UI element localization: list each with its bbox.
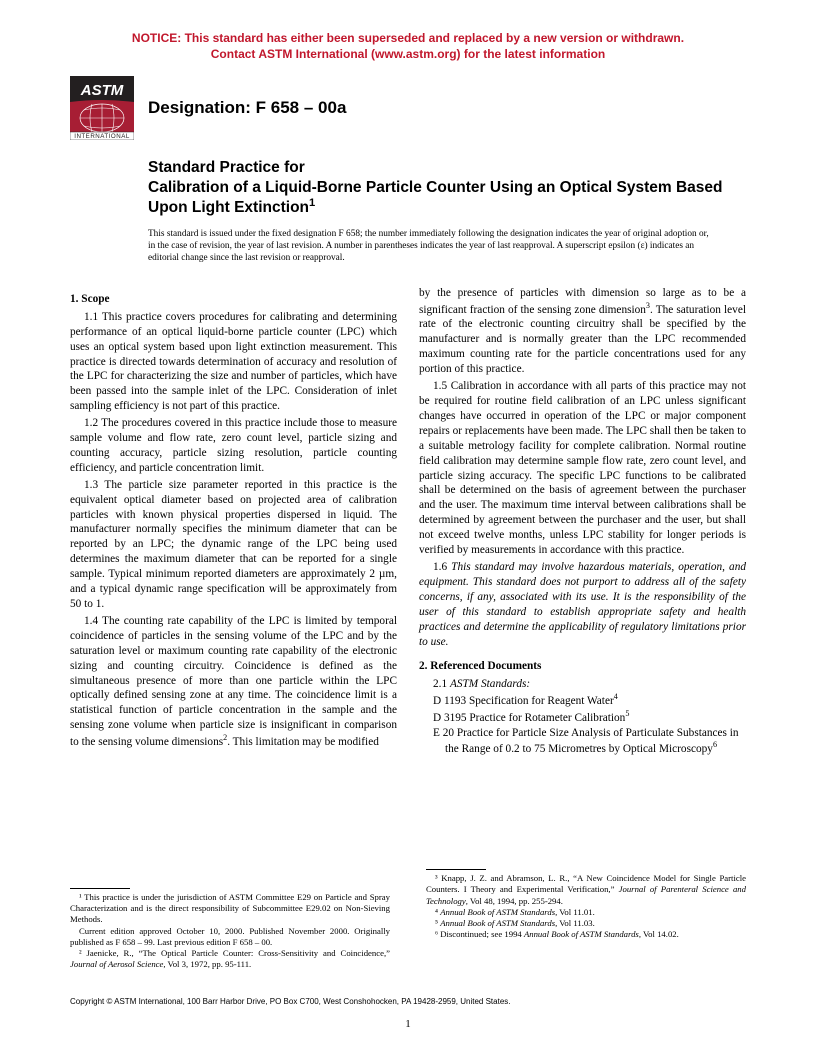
ref-d1193-text: D 1193 Specification for Reagent Water bbox=[433, 695, 614, 707]
para-1-5: 1.5 Calibration in accordance with all p… bbox=[419, 379, 746, 558]
title-block: Standard Practice for Calibration of a L… bbox=[148, 158, 746, 217]
para-1-6: 1.6 This standard may involve hazardous … bbox=[419, 560, 746, 649]
para-1-3: 1.3 The particle size parameter reported… bbox=[70, 478, 397, 612]
ref-d1193-sup: 4 bbox=[614, 692, 618, 701]
fn-6: ⁶ Discontinued; see 1994 Annual Book of … bbox=[426, 929, 746, 940]
notice-banner: NOTICE: This standard has either been su… bbox=[70, 30, 746, 62]
refs-sub-em: ASTM Standards: bbox=[450, 678, 530, 690]
refs-heading: 2. Referenced Documents bbox=[419, 659, 746, 674]
scope-heading: 1. Scope bbox=[70, 292, 397, 307]
designation: Designation: F 658 – 00a bbox=[148, 98, 346, 118]
page-number: 1 bbox=[0, 1018, 816, 1030]
title-sup: 1 bbox=[309, 197, 315, 209]
ref-d3195-text: D 3195 Practice for Rotameter Calibratio… bbox=[433, 712, 625, 724]
fn-3: ³ Knapp, J. Z. and Abramson, L. R., “A N… bbox=[426, 873, 746, 906]
para-1-4b: by the presence of particles with dimens… bbox=[419, 286, 746, 377]
ref-e20-sup: 6 bbox=[713, 740, 717, 749]
footnotes-left: ¹ This practice is under the jurisdictio… bbox=[70, 888, 390, 970]
notice-line2: Contact ASTM International (www.astm.org… bbox=[211, 47, 605, 61]
para-1-4a: 1.4 The counting rate capability of the … bbox=[70, 614, 397, 750]
copyright: Copyright © ASTM International, 100 Barr… bbox=[70, 997, 511, 1006]
para-1-1: 1.1 This practice covers procedures for … bbox=[70, 310, 397, 414]
body-columns: 1. Scope 1.1 This practice covers proced… bbox=[70, 286, 746, 912]
title-main-text: Calibration of a Liquid-Borne Particle C… bbox=[148, 179, 722, 217]
title-prefix: Standard Practice for bbox=[148, 158, 746, 177]
svg-text:ASTM: ASTM bbox=[80, 82, 124, 99]
fn-4: ⁴ Annual Book of ASTM Standards, Vol 11.… bbox=[426, 907, 746, 918]
fixed-designation-note: This standard is issued under the fixed … bbox=[148, 228, 716, 264]
p16-text: This standard may involve hazardous mate… bbox=[419, 561, 746, 648]
fn-5: ⁵ Annual Book of ASTM Standards, Vol 11.… bbox=[426, 918, 746, 929]
ref-e20-text: E 20 Practice for Particle Size Analysis… bbox=[433, 727, 739, 756]
para-1-2: 1.2 The procedures covered in this pract… bbox=[70, 416, 397, 476]
refs-sub: 2.1 ASTM Standards: bbox=[419, 677, 746, 692]
p14a-tail: . This limitation may be modified bbox=[227, 736, 379, 748]
footnotes-right: ³ Knapp, J. Z. and Abramson, L. R., “A N… bbox=[426, 869, 746, 940]
ref-d3195: D 3195 Practice for Rotameter Calibratio… bbox=[433, 709, 746, 726]
title-main: Calibration of a Liquid-Borne Particle C… bbox=[148, 178, 746, 218]
fn-2: ² Jaenicke, R., “The Optical Particle Co… bbox=[70, 948, 390, 970]
refs-sub-num: 2.1 bbox=[433, 678, 450, 690]
ref-d3195-sup: 5 bbox=[625, 709, 629, 718]
svg-text:INTERNATIONAL: INTERNATIONAL bbox=[74, 133, 130, 140]
fn-1: ¹ This practice is under the jurisdictio… bbox=[70, 892, 390, 925]
p14a-text: 1.4 The counting rate capability of the … bbox=[70, 615, 397, 748]
fn-1b: Current edition approved October 10, 200… bbox=[70, 926, 390, 948]
notice-line1: NOTICE: This standard has either been su… bbox=[132, 31, 684, 45]
header-row: ASTM INTERNATIONAL Designation: F 658 – … bbox=[70, 76, 746, 140]
ref-e20: E 20 Practice for Particle Size Analysis… bbox=[433, 726, 746, 758]
footnote-rule-left bbox=[70, 888, 130, 889]
astm-logo: ASTM INTERNATIONAL bbox=[70, 76, 134, 140]
page: NOTICE: This standard has either been su… bbox=[0, 0, 816, 1056]
ref-d1193: D 1193 Specification for Reagent Water4 bbox=[433, 692, 746, 709]
footnote-rule-right bbox=[426, 869, 486, 870]
